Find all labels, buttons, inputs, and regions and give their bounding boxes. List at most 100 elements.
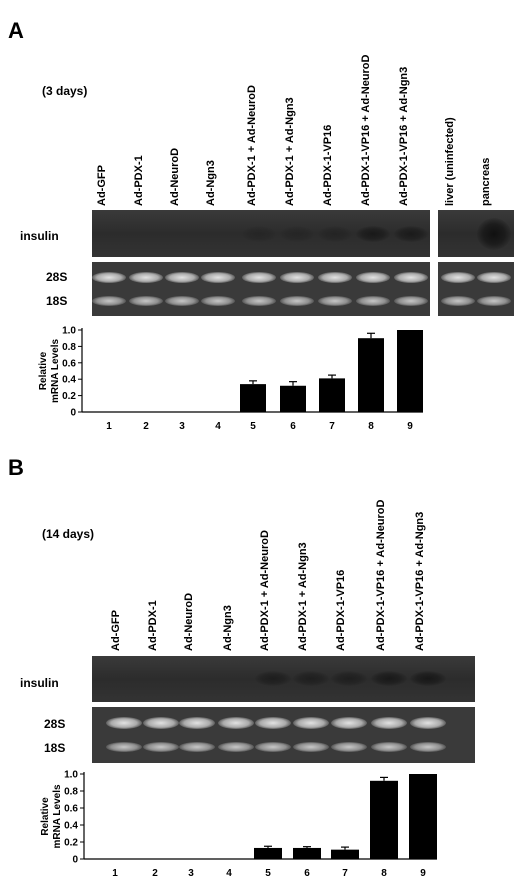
panel-a-bar-7 [319,378,345,412]
panel-a-control-rrna-gel [438,262,514,316]
panel-b-18s-band-1 [106,742,142,752]
panel-a-bar-9 [397,330,423,412]
panel-a-28s-band-5 [242,272,276,283]
panel-b-28s-band-9 [410,717,446,729]
panel-b-category-label-2: 2 [152,868,158,879]
panel-a-category-label-5: 5 [250,421,256,432]
panel-b-ytick-label-5: 1.0 [64,770,78,781]
panel-a-category-label-4: 4 [215,421,221,432]
panel-b-ytick-label-3: 0.6 [64,804,78,815]
panel-b-18s-band-4 [218,742,254,752]
panel-a-control-28s-band-2 [477,272,511,283]
panel-a-bar-6 [280,385,306,412]
panel-a-28s-band-4 [201,272,235,283]
panel-a-category-label-3: 3 [179,421,185,432]
panel-b-ytick-label-1: 0.2 [64,838,78,849]
panel-b-ylabel: RelativemRNA Levels [40,784,63,849]
panel-a-18s-band-7 [318,296,352,306]
panel-a-insulin-band-5 [242,226,276,242]
panel-a-days-label: (3 days) [42,84,88,98]
panel-b-insulin-label: insulin [20,676,59,690]
panel-b-18s-band-2 [143,742,179,752]
panel-b-ytick-label-2: 0.4 [64,821,78,832]
panel-b-category-label-7: 7 [342,868,348,879]
panel-b-bar-9 [409,774,437,859]
panel-a-28s-band-7 [318,272,352,283]
panel-a-28s-band-3 [165,272,199,283]
panel-a-lane-label-5: Ad-PDX-1 + Ad-NeuroD [246,85,258,206]
panel-b-insulin-band-5 [255,671,291,686]
panel-a-control-insulin-band-2 [477,218,511,250]
panel-a-insulin-blot [92,210,430,257]
panel-a-lane-label-7: Ad-PDX-1-VP16 [322,124,334,206]
panel-a-18s-band-1 [92,296,126,306]
panel-a-control-insulin-blot [438,210,514,257]
panel-b-ytick-label-0: 0 [72,855,78,866]
panel-a-insulin-band-9 [394,226,428,242]
panel-a-18s-band-3 [165,296,199,306]
panel-b-18s-band-3 [179,742,215,752]
panel-b-insulin-band-9 [410,671,446,686]
panel-b-insulin-band-8 [371,671,407,686]
panel-a-ytick-label-4: 0.8 [62,342,76,353]
panel-a-18s-band-5 [242,296,276,306]
panel-a-28s-band-8 [356,272,390,283]
panel-a-category-label-8: 8 [368,421,374,432]
panel-b-bar-7 [331,849,359,859]
panel-a-18s-band-4 [201,296,235,306]
panel-a-control-18s-band-1 [441,296,475,306]
panel-b-letter: B [8,455,24,480]
panel-a-ytick-label-2: 0.4 [62,375,76,386]
panel-b-28s-band-5 [255,717,291,729]
panel-a-insulin-band-6 [280,226,314,242]
panel-a-ytick-label-1: 0.2 [62,391,76,402]
panel-b-ytick-label-4: 0.8 [64,787,78,798]
panel-a-letter: A [8,18,24,43]
panel-b-category-label-1: 1 [112,868,118,879]
panel-b-bar-5 [254,847,282,859]
panel-a-18s-band-2 [129,296,163,306]
panel-a-lane-label-1: Ad-GFP [96,165,108,206]
panel-a-28s-band-2 [129,272,163,283]
panel-a-control-label-2: pancreas [480,157,492,206]
panel-b-insulin-band-6 [293,671,329,686]
panel-b-18s-band-6 [293,742,329,752]
panel-a-28s-band-6 [280,272,314,283]
panel-b-28s-band-8 [371,717,407,729]
panel-a-28s-label: 28S [46,270,68,284]
panel-a-rrna-gel [92,262,430,316]
panel-a-lane-label-2: Ad-PDX-1 [133,155,145,206]
panel-b-category-label-4: 4 [226,868,232,879]
panel-b-lane-label-9: Ad-PDX-1-VP16 + Ad-Ngn3 [414,511,426,651]
panel-b-lane-label-7: Ad-PDX-1-VP16 [335,569,347,651]
panel-b-category-label-9: 9 [420,868,426,879]
panel-a-insulin-band-8 [356,226,390,242]
panel-a-bar-8 [358,338,384,412]
panel-b-28s-band-2 [143,717,179,729]
panel-a-lane-label-4: Ad-Ngn3 [205,160,217,206]
panel-b-lane-label-1: Ad-GFP [110,610,122,651]
panel-a-control-28s-band-1 [441,272,475,283]
panel-b-bar-8 [370,780,398,859]
panel-a-lane-label-8: Ad-PDX-1-VP16 + Ad-NeuroD [360,54,372,206]
panel-a-ytick-label-5: 1.0 [62,326,76,337]
panel-b-category-label-8: 8 [381,868,387,879]
panel-b-28s-band-6 [293,717,329,729]
panel-b-days-label: (14 days) [42,527,95,541]
panel-a-category-label-2: 2 [143,421,149,432]
panel-a-ytick-label-3: 0.6 [62,358,76,369]
panel-b-28s-band-7 [331,717,367,729]
panel-b-rrna-gel [92,707,475,763]
panel-b-28s-label: 28S [44,717,66,731]
panel-b-insulin-blot [92,656,475,702]
panel-a-28s-band-1 [92,272,126,283]
panel-b-lane-label-6: Ad-PDX-1 + Ad-Ngn3 [297,542,309,651]
panel-a-ylabel: RelativemRNA Levels [38,339,61,404]
panel-a-18s-label: 18S [46,294,68,308]
panel-a-category-label-1: 1 [106,421,112,432]
panel-a-control-label-1: liver (uninfected) [444,117,456,206]
panel-a-18s-band-9 [394,296,428,306]
panel-a-category-label-6: 6 [290,421,296,432]
